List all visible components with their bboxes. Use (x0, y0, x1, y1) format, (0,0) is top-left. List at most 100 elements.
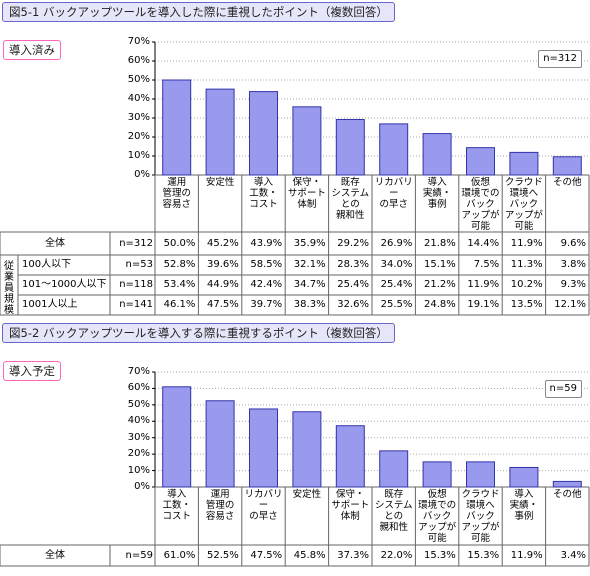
value-label: 15.3% (467, 549, 500, 561)
table-value: 11.3% (510, 259, 543, 270)
table-value: 9.3% (560, 279, 586, 290)
bar (249, 91, 278, 176)
table-value: 44.9% (207, 279, 239, 290)
row-n: n=118 (119, 279, 153, 290)
category-label: 既存 システム との 親和性 (374, 489, 413, 533)
table-value: 32.6% (337, 299, 369, 310)
y-tick-label: 10% (127, 464, 150, 476)
y-tick-label: 50% (127, 398, 150, 410)
category-label: 導入 実績・ 事例 (422, 177, 452, 210)
table-value: 11.9% (467, 279, 500, 290)
y-tick-label: 30% (127, 431, 150, 443)
category-label: その他 (553, 177, 582, 188)
y-tick-label: 40% (127, 415, 150, 427)
n-label: n=312 (538, 50, 582, 68)
table-value: 7.5% (473, 259, 500, 270)
bar (552, 480, 582, 488)
category-label: クラウド 環境へ バック アップが 可能 (461, 489, 500, 544)
table-value: 3.8% (560, 259, 586, 270)
value-label: 61.0% (163, 549, 196, 561)
value-label: 11.9% (510, 237, 543, 249)
bar (292, 106, 322, 176)
bar (162, 79, 192, 176)
category-label: クラウド 環境へ バック アップが 可能 (504, 177, 543, 232)
bar (379, 123, 409, 176)
bar (292, 411, 322, 488)
value-label: 22.0% (380, 549, 413, 561)
table-value: 47.5% (207, 299, 239, 310)
table-value: 13.5% (510, 299, 543, 310)
bar (422, 133, 452, 176)
table-value: 19.1% (467, 299, 500, 310)
table-value: 38.3% (293, 299, 326, 310)
y-tick-label: 60% (127, 55, 150, 66)
row-label: 全体 (45, 237, 65, 249)
row-n: n=312 (119, 237, 153, 249)
row-group-label: 従業員規模 (4, 261, 14, 316)
table-value: 32.1% (293, 259, 326, 270)
bar (422, 461, 452, 488)
table-value: 39.6% (207, 259, 239, 270)
n-label: n=59 (544, 380, 582, 398)
table-value: 34.7% (293, 279, 326, 290)
table-value: 25.4% (337, 279, 369, 290)
category-label: 仮想 環境での バック アップが 可能 (461, 177, 500, 232)
category-label: 安定性 (292, 489, 322, 500)
bar (205, 400, 235, 488)
table-value: 58.5% (250, 259, 283, 270)
badge: 導入予定 (3, 361, 61, 381)
bar (379, 450, 409, 488)
y-tick-label: 20% (127, 131, 150, 142)
category-label: 導入 工数・ コスト (162, 489, 191, 522)
y-tick-label: 50% (127, 74, 150, 85)
table-value: 42.4% (250, 279, 283, 290)
value-label: 45.8% (293, 549, 326, 561)
chart-title: 図5-1 バックアップツールを導入した際に重視したポイント（複数回答） (2, 2, 395, 22)
value-label: 3.4% (560, 549, 586, 561)
y-tick-label: 40% (127, 93, 150, 104)
y-tick-label: 70% (127, 36, 150, 47)
row-n: n=53 (125, 259, 153, 270)
y-tick-label: 70% (127, 366, 150, 377)
value-label: 21.8% (424, 237, 456, 249)
bar (466, 461, 495, 488)
chart-title: 図5-2 バックアップツールを導入する際に重視するポイント（複数回答） (2, 323, 395, 343)
table-value: 52.8% (163, 259, 196, 270)
bar (466, 147, 495, 176)
value-label: 47.5% (250, 549, 283, 561)
value-label: 9.6% (560, 237, 586, 249)
table-value: 12.1% (554, 299, 586, 310)
table-value: 25.5% (380, 299, 413, 310)
y-tick-label: 30% (127, 112, 150, 123)
category-label: 既存 システム との 親和性 (331, 177, 370, 221)
table-value: 46.1% (163, 299, 196, 310)
y-tick-label: 10% (127, 150, 150, 161)
bar (249, 408, 278, 488)
value-label: 29.2% (337, 237, 369, 249)
value-label: 11.9% (510, 549, 543, 561)
row-n: n=141 (119, 299, 153, 310)
bar (162, 386, 192, 488)
bar (509, 466, 539, 488)
y-tick-label: 60% (127, 382, 150, 394)
bar (335, 119, 365, 176)
y-tick-label: 0% (134, 481, 150, 492)
row-n: n=59 (125, 549, 153, 561)
table-value: 21.2% (424, 279, 456, 290)
bar (509, 151, 539, 176)
value-label: 50.0% (163, 237, 196, 249)
bar (552, 156, 582, 176)
y-tick-label: 0% (134, 169, 150, 180)
bar (335, 425, 365, 488)
category-label: その他 (553, 489, 582, 500)
category-label: 運用 管理の 容易さ (205, 489, 235, 522)
category-label: 運用 管理の 容易さ (162, 177, 191, 210)
table-value: 24.8% (424, 299, 456, 310)
value-label: 37.3% (337, 549, 369, 561)
row-label: 全体 (45, 549, 65, 561)
row-label: 101〜1000人以下 (22, 279, 107, 290)
badge: 導入済み (3, 40, 61, 60)
table-value: 28.3% (337, 259, 369, 270)
